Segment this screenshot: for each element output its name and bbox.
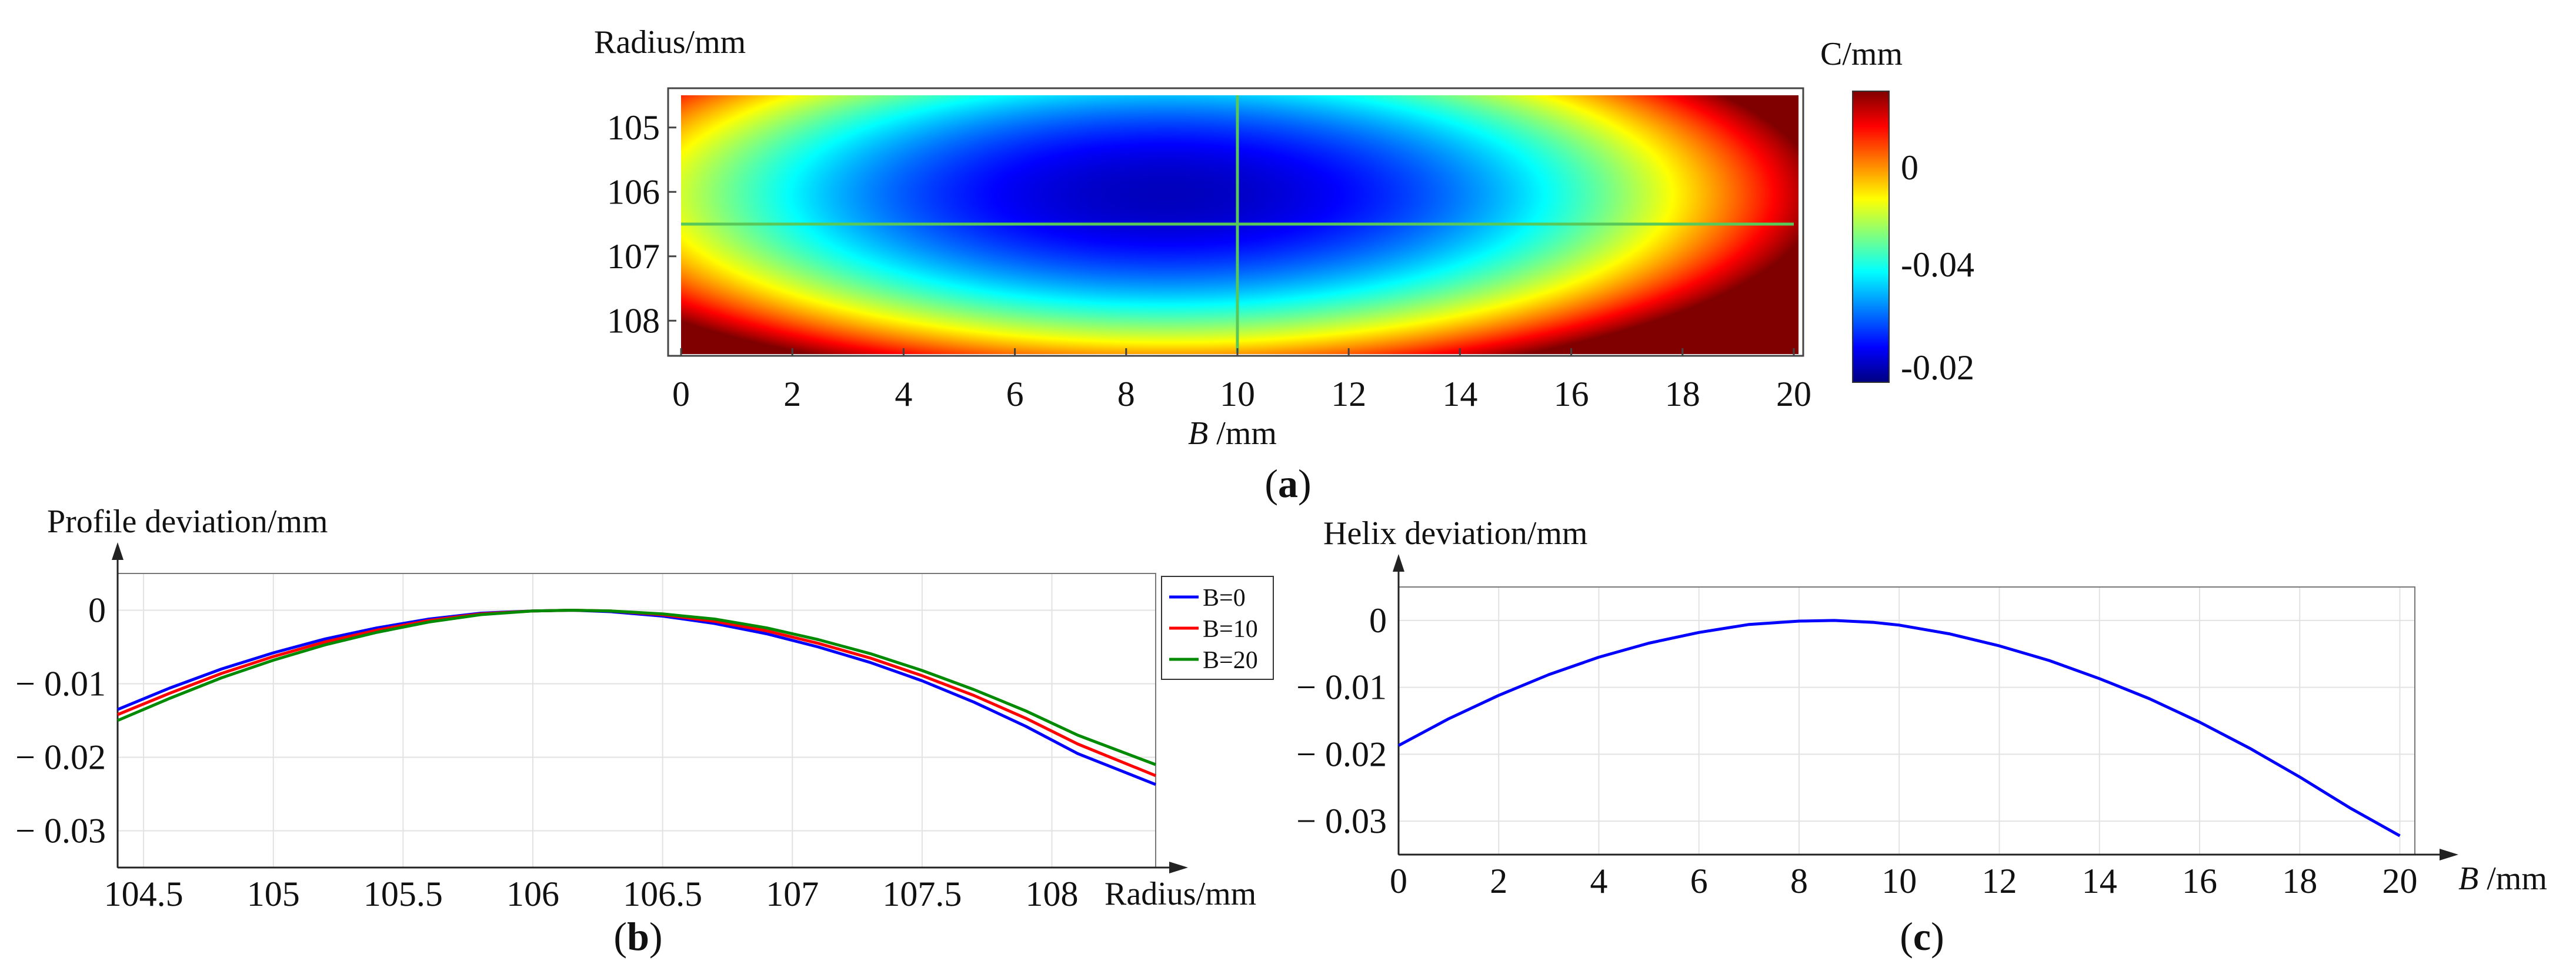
heatmap-xtick-label: 0: [672, 375, 690, 413]
colorbar-tick: 0: [1901, 148, 1918, 187]
b-xtick-label: 104.5: [104, 875, 183, 913]
b-xtick-label: 107.5: [882, 875, 962, 913]
heatmap-ytick-label: 105: [607, 108, 660, 147]
c-xtick-label: 12: [1981, 862, 2017, 900]
panel-label-a: (a): [1264, 461, 1311, 506]
heatmap-xlabel: B /mm: [1188, 415, 1277, 452]
legend-label-b0: B=0: [1203, 585, 1246, 612]
helix-x-axis-arrow: [2440, 849, 2458, 860]
heatmap-xtick-label: 10: [1220, 375, 1255, 413]
c-xtick-label: 14: [2082, 862, 2117, 900]
b-xtick-label: 106: [506, 875, 559, 913]
c-xtick-label: 6: [1690, 862, 1708, 900]
profile-deviation-panel: Profile deviation/mm 0 − 0.01 − 0.02 − 0.03…: [15, 503, 1274, 959]
c-xtick-label: 16: [2182, 862, 2217, 900]
colorbar: [1852, 91, 1890, 383]
legend-label-b20: B=20: [1203, 647, 1258, 674]
heatmap-xtick-label: 6: [1006, 375, 1024, 413]
c-xtick-label: 0: [1390, 862, 1407, 900]
colorbar-title: C/mm: [1820, 36, 1903, 72]
profile-ylabel: Profile deviation/mm: [47, 503, 328, 540]
b-xtick-label: 108: [1026, 875, 1079, 913]
c-ytick-label: − 0.02: [1296, 735, 1387, 773]
b-xtick-label: 106.5: [623, 875, 702, 913]
b-series-line-2: [117, 609, 1156, 766]
b-ytick-label: 0: [88, 591, 106, 630]
helix-ylabel: Helix deviation/mm: [1323, 515, 1587, 552]
c-xtick-label: 2: [1490, 862, 1507, 900]
b-xtick-label: 105: [247, 875, 300, 913]
b-ytick-label: − 0.02: [15, 738, 106, 777]
helix-y-axis-arrow: [1393, 554, 1404, 572]
c-ytick-label: − 0.03: [1296, 802, 1387, 840]
c-xtick-label: 4: [1590, 862, 1607, 900]
c-xtick-label: 10: [1881, 862, 1917, 900]
heatmap-ytick-label: 108: [607, 301, 660, 340]
heatmap-xtick-label: 4: [895, 375, 912, 413]
heatmap-ytick-label: 106: [607, 172, 660, 211]
b-xtick-label: 107: [766, 875, 819, 913]
helix-deviation-panel: Helix deviation/mm 0 − 0.01 − 0.02 − 0.03 0…: [1296, 515, 2547, 959]
heatmap-xtick-label: 16: [1554, 375, 1589, 413]
legend-label-b10: B=10: [1203, 616, 1258, 643]
helix-xlabel: B /mm: [2458, 860, 2547, 897]
c-xtick-label: 20: [2382, 862, 2417, 900]
panel-label-c: (c): [1900, 914, 1944, 959]
heatmap-xtick-label: 14: [1442, 375, 1477, 413]
heatmap-xtick-label: 12: [1331, 375, 1366, 413]
b-ytick-label: − 0.01: [15, 665, 106, 703]
colorbar-tick: -0.04: [1901, 245, 1974, 284]
heatmap-ylabel: Radius/mm: [594, 24, 746, 61]
c-series-line-0: [1397, 619, 2401, 838]
colorbar-tick: -0.02: [1901, 348, 1974, 387]
c-xtick-label: 8: [1790, 862, 1808, 900]
heatmap-ytick-label: 107: [607, 237, 660, 276]
profile-x-axis-arrow: [1169, 862, 1188, 873]
c-ytick-label: − 0.01: [1296, 668, 1387, 707]
b-ytick-label: − 0.03: [15, 812, 106, 850]
heatmap-xtick-label: 18: [1665, 375, 1700, 413]
c-ytick-label: 0: [1369, 601, 1387, 640]
c-xtick-label: 18: [2282, 862, 2317, 900]
heatmap-plot-frame: [667, 87, 1804, 357]
heatmap-xtick-label: 8: [1117, 375, 1135, 413]
profile-legend: B=0 B=10 B=20: [1161, 576, 1274, 680]
profile-xlabel: Radius/mm: [1105, 876, 1256, 912]
panel-label-b: (b): [613, 914, 662, 959]
heatmap-xtick-label: 2: [783, 375, 801, 413]
b-xtick-label: 105.5: [363, 875, 443, 913]
profile-y-axis-arrow: [112, 542, 124, 560]
heatmap-panel: Radius/mm 105 106 107 108 0 2 4 6 8 10 12 14 16 18 20…: [594, 24, 1974, 506]
heatmap-xtick-label: 20: [1776, 375, 1811, 413]
